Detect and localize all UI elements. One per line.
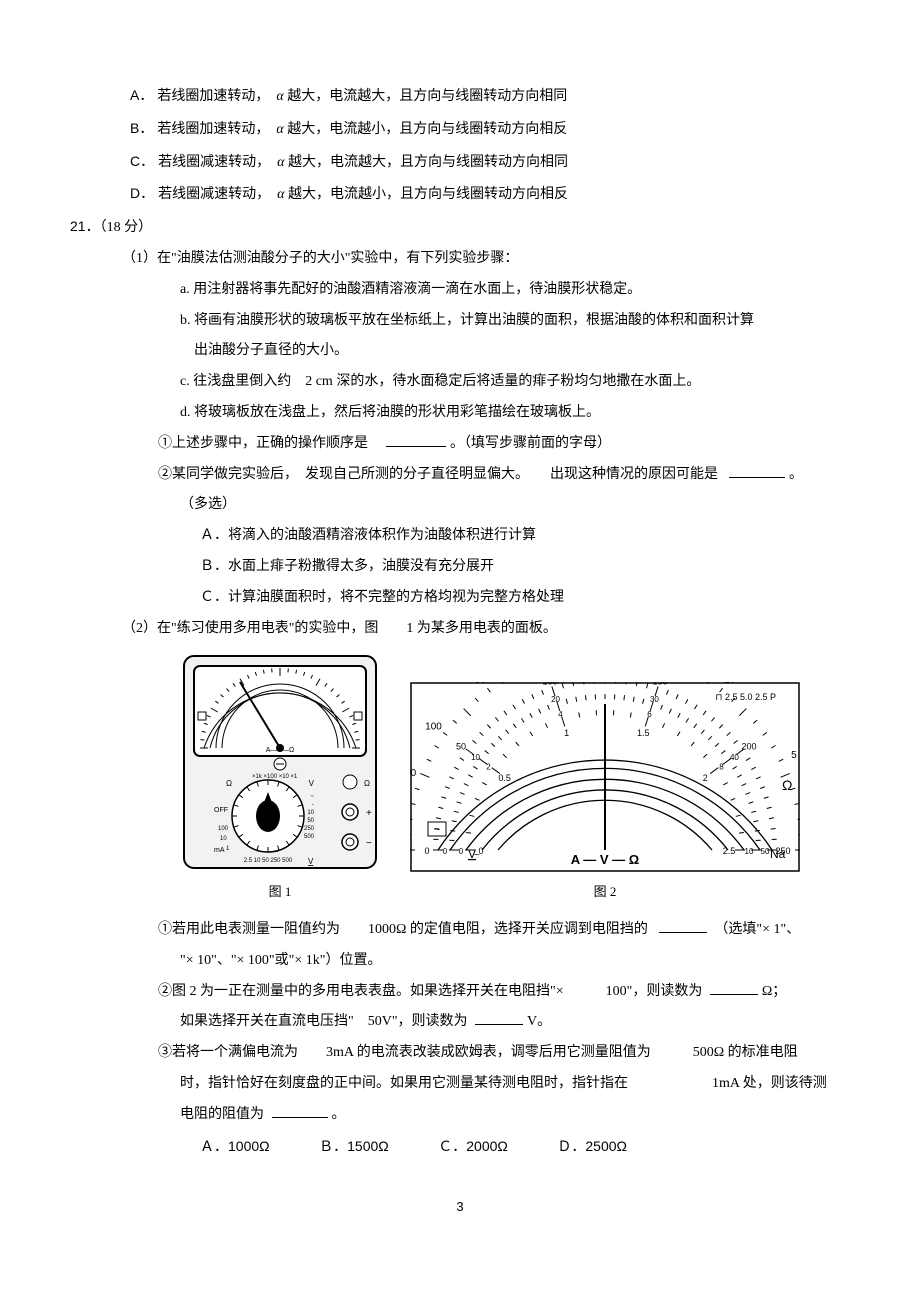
svg-text:⊓ 2.5 5.0 2.5 P: ⊓ 2.5 5.0 2.5 P [715, 692, 776, 702]
blank-order[interactable] [386, 432, 446, 447]
ans-a: Ａ．1000Ω [200, 1138, 270, 1154]
q21-step-d: d. 将玻璃板放在浅盘上，然后将油膜的形状用彩笔描绘在玻璃板上。 [180, 398, 850, 429]
q20-option-b: B．若线圈加速转动， α 越大，电流越小，且方向与线圈转动方向相反 [130, 113, 850, 146]
svg-text:mA: mA [214, 847, 225, 854]
svg-text:Na: Na [770, 847, 786, 861]
svg-text:~: ~ [474, 850, 480, 861]
multimeter-front-svg: A—V—Ω Ω ×1k ×100 ×10 ×1 OFF 100 10 1 mA … [180, 652, 380, 872]
blank-volt-reading[interactable] [475, 1010, 523, 1025]
multimeter-scale-svg: 1k50020010050403020151050050100150200250… [410, 682, 800, 872]
svg-text:100: 100 [542, 682, 557, 687]
svg-text:50: 50 [456, 742, 466, 752]
blank-reason[interactable] [729, 463, 785, 478]
svg-text:500: 500 [304, 834, 315, 840]
blank-ohm-reading[interactable] [710, 980, 758, 995]
q21-p2-sub2-line2: 如果选择开关在直流电压挡" 50V"，则读数为 V。 [180, 1007, 850, 1038]
q21-sub2-note: （多选） [180, 490, 850, 521]
svg-text:10: 10 [220, 836, 227, 842]
svg-text:1: 1 [564, 728, 569, 738]
svg-text:2.5 10 50 250 500: 2.5 10 50 250 500 [244, 858, 293, 864]
q21-p1-optC: Ｃ．计算油膜面积时，将不完整的方格均视为完整方格处理 [200, 583, 850, 614]
svg-text:50: 50 [307, 818, 314, 824]
svg-text:Ω: Ω [364, 779, 370, 788]
q21-p2-sub3-l1: ③若将一个满偏电流为 3mA 的电流表改装成欧姆表，调零后用它测量阻值为 500… [158, 1038, 850, 1069]
svg-text:Ω: Ω [226, 779, 232, 788]
svg-text:10: 10 [471, 753, 480, 762]
ans-d: Ｄ．2500Ω [557, 1138, 627, 1154]
svg-text:×1k ×100 ×10 ×1: ×1k ×100 ×10 ×1 [252, 774, 298, 780]
svg-text:Ω: Ω [782, 777, 792, 793]
q21-p2-sub3-l3: 电阻的阻值为 。 [180, 1100, 850, 1131]
svg-text:100: 100 [425, 722, 442, 733]
q21-step-b-cont: 出油酸分子直径的大小。 [194, 336, 850, 367]
svg-text:0: 0 [424, 846, 429, 856]
svg-text:200: 200 [410, 768, 417, 779]
svg-text:~: ~ [310, 794, 314, 800]
svg-text:6: 6 [647, 710, 652, 719]
svg-text:+: + [366, 808, 372, 819]
svg-text:30: 30 [650, 695, 659, 704]
svg-text:4: 4 [558, 710, 563, 719]
q21-step-a: a. 用注射器将事先配好的油酸酒精溶液滴一滴在水面上，待油膜形状稳定。 [180, 275, 850, 306]
svg-text:50: 50 [761, 847, 770, 856]
svg-text:-: - [312, 802, 314, 808]
q21-p2-answers: Ａ．1000Ω Ｂ．1500Ω Ｃ．2000Ω Ｄ．2500Ω [200, 1131, 850, 1164]
q21-p1-optB: Ｂ．水面上痱子粉撒得太多，油膜没有充分展开 [200, 552, 850, 583]
svg-text:2: 2 [703, 773, 708, 783]
q21-p2-sub2: ②图 2 为一正在测量中的多用电表表盘。如果选择开关在电阻挡"× 100"，则读… [158, 977, 850, 1008]
figure-1: A—V—Ω Ω ×1k ×100 ×10 ×1 OFF 100 10 1 mA … [180, 652, 380, 907]
q20-option-c: C．若线圈减速转动， α 越大，电流越大，且方向与线圈转动方向相同 [130, 146, 850, 179]
fig1-caption: 图 1 [269, 878, 292, 907]
svg-text:250: 250 [304, 826, 315, 832]
q21-sub1: ①上述步骤中，正确的操作顺序是 。（填写步骤前面的字母） [158, 429, 850, 460]
svg-text:100: 100 [218, 826, 229, 832]
q21-p2-sub1-line2: "× 10"、"× 100"或"× 1k"）位置。 [180, 946, 850, 977]
fig2-caption: 图 2 [594, 878, 617, 907]
ans-c: Ｃ．2000Ω [438, 1138, 508, 1154]
ans-b: Ｂ．1500Ω [319, 1138, 389, 1154]
svg-text:50: 50 [475, 682, 487, 685]
blank-range[interactable] [659, 918, 707, 933]
svg-text:10: 10 [724, 682, 736, 685]
svg-text:2.5: 2.5 [723, 846, 736, 856]
page-number: 3 [70, 1193, 850, 1222]
svg-text:5: 5 [791, 750, 797, 761]
svg-text:1.5: 1.5 [637, 728, 650, 738]
figures-row: A—V—Ω Ω ×1k ×100 ×10 ×1 OFF 100 10 1 mA … [180, 652, 850, 907]
svg-text:8: 8 [719, 763, 724, 772]
svg-text:~: ~ [434, 824, 440, 836]
q21-header: 21．（18 分） [70, 211, 850, 244]
svg-text:0.5: 0.5 [498, 773, 511, 783]
blank-resistance[interactable] [272, 1103, 328, 1118]
figure-2: 1k50020010050403020151050050100150200250… [410, 682, 800, 907]
svg-text:A — V — Ω: A — V — Ω [571, 852, 639, 867]
svg-text:V: V [309, 779, 315, 788]
svg-text:10: 10 [307, 810, 314, 816]
svg-text:−: − [366, 838, 372, 849]
svg-text:0: 0 [459, 847, 464, 856]
svg-text:0: 0 [443, 847, 448, 856]
svg-text:V: V [308, 857, 314, 866]
svg-text:40: 40 [730, 753, 739, 762]
svg-text:150: 150 [652, 682, 667, 687]
q21-part2-header: （2）在"练习使用多用电表"的实验中，图 1 为某多用电表的面板。 [122, 614, 850, 645]
q21-p2-sub1: ①若用此电表测量一阻值约为 1000Ω 的定值电阻，选择开关应调到电阻挡的 （选… [158, 915, 850, 946]
q21-p1-optA: Ａ．将滴入的油酸酒精溶液体积作为油酸体积进行计算 [200, 521, 850, 552]
q21-part1-header: （1）在"油膜法估测油酸分子的大小"实验中，有下列实验步骤： [122, 244, 850, 275]
q21-sub2: ②某同学做完实验后， 发现自己所测的分子直径明显偏大。 出现这种情况的原因可能是… [158, 460, 850, 491]
svg-text:OFF: OFF [214, 807, 228, 814]
svg-text:20: 20 [551, 695, 560, 704]
q21-p2-sub3-l2: 时，指针恰好在刻度盘的正中间。如果用它测量某待测电阻时，指针指在 1mA 处，则… [180, 1069, 850, 1100]
q20-option-d: D．若线圈减速转动， α 越大，电流越小，且方向与线圈转动方向相反 [130, 178, 850, 211]
q20-option-a: A．若线圈加速转动， α 越大，电流越大，且方向与线圈转动方向相同 [130, 80, 850, 113]
svg-text:2: 2 [486, 763, 491, 772]
svg-text:200: 200 [741, 742, 756, 752]
q21-step-c: c. 往浅盘里倒入约 2 cm 深的水，待水面稳定后将适量的痱子粉均匀地撒在水面… [180, 367, 850, 398]
q21-step-b: b. 将画有油膜形状的玻璃板平放在坐标纸上，计算出油膜的面积，根据油酸的体积和面… [180, 306, 850, 337]
svg-text:10: 10 [745, 847, 754, 856]
svg-text:A—V—Ω: A—V—Ω [266, 747, 295, 754]
